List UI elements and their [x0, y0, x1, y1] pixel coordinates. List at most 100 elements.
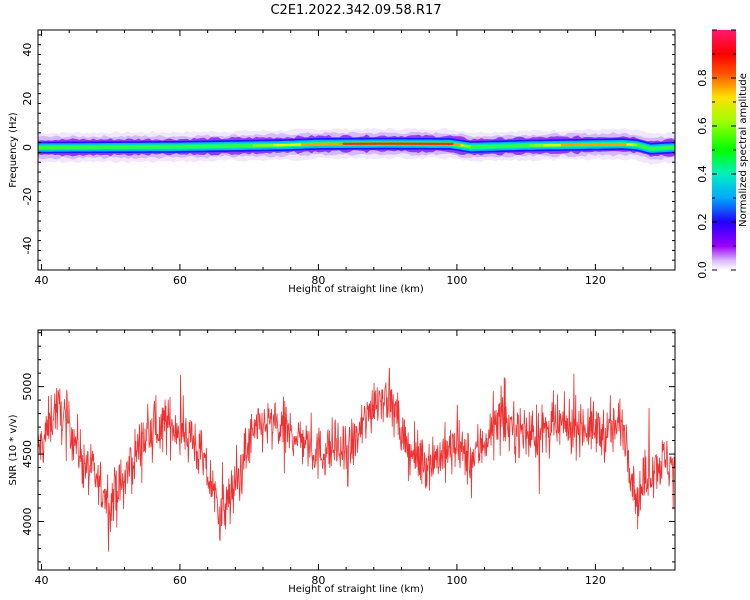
snr-line — [38, 367, 675, 552]
colorbar-ticks: 0.0 0.2 0.4 0.6 0.8 — [696, 29, 736, 279]
spectrogram-peak-cell — [436, 142, 440, 145]
spectrogram-peak-cell — [425, 142, 430, 145]
spectrogram-peak-cell — [588, 143, 593, 146]
spectrogram-peak-cell — [308, 143, 312, 146]
spectrogram-peak-cell — [574, 143, 579, 146]
spectrogram-peak-cell — [546, 144, 551, 147]
spectrogram-peak-cell — [543, 144, 548, 147]
spectrogram-peak-cell — [346, 142, 350, 145]
spectrogram-peak-cell — [252, 144, 257, 147]
spectrogram-peak-cell — [353, 142, 357, 145]
spectrogram-peak-cell — [626, 143, 631, 146]
top-y-tick-label: 0 — [21, 144, 34, 151]
spectrogram-peak-cell — [311, 143, 316, 146]
colorbar-tick-label: 0.2 — [696, 213, 709, 231]
top-y-tick-label: -20 — [21, 188, 34, 206]
spectrogram-peak-cell — [584, 143, 589, 146]
spectrogram-peak-cell — [564, 143, 569, 147]
spectrogram-peak-cell — [533, 144, 537, 147]
spectrogram-peak-cell — [456, 143, 461, 147]
spectrogram-peak-cell — [411, 142, 416, 145]
top-panel: 40 60 80 100 120 40 20 0 -20 -40 Height of strai… — [8, 29, 676, 295]
spectrogram-peak-cell — [276, 144, 281, 147]
spectrogram-peak-cell — [581, 143, 586, 146]
spectrogram-peak-cell — [567, 143, 572, 147]
spectrogram-layer — [38, 140, 675, 152]
top-x-tick-label: 60 — [173, 274, 187, 287]
top-y-tick-label: -40 — [21, 237, 34, 255]
colorbar: 0.0 0.2 0.4 0.6 0.8 Normalized spectral ampl… — [696, 29, 749, 279]
spectrogram-peak-cell — [387, 142, 392, 145]
spectrogram-peak-cell — [356, 142, 361, 145]
bottom-x-tick-label: 100 — [446, 574, 467, 587]
spectrogram-peak-cell — [619, 143, 624, 146]
spectrogram-peak-cell — [256, 144, 260, 147]
top-x-tick-label: 100 — [446, 274, 467, 287]
spectrogram-peak-cell — [463, 144, 468, 148]
top-panel-frame — [37, 29, 676, 271]
spectrogram-peak-cell — [394, 142, 399, 145]
top-x-tick-label: 120 — [585, 274, 606, 287]
spectrogram-peak-cell — [595, 143, 600, 146]
figure-title: C2E1.2022.342.09.58.R17 — [270, 3, 441, 18]
spectrogram-peak-cell — [283, 144, 288, 147]
spectrogram-peak-cell — [314, 142, 319, 146]
bottom-x-ticks: 40 60 80 100 120 — [34, 330, 652, 587]
bottom-x-tick-label: 60 — [173, 574, 187, 587]
spectrogram-peak-cell — [335, 142, 340, 145]
spectrogram-peak-cell — [605, 143, 610, 146]
spectrogram-peak-cell — [591, 143, 596, 146]
spectrogram-peak-cell — [550, 144, 555, 147]
spectrogram-peak-cell — [553, 144, 558, 147]
snr-series — [38, 367, 675, 552]
spectrogram-peak-cell — [623, 143, 627, 146]
bottom-y-tick-label: 5000 — [21, 373, 34, 401]
spectrogram-peak-cell — [297, 143, 302, 146]
spectrogram-peak-cell — [616, 143, 621, 146]
top-x-tick-label: 40 — [34, 274, 48, 287]
spectrogram-peak-cell — [404, 142, 409, 145]
top-y-tick-label: 40 — [21, 43, 34, 57]
spectrogram-peak-cell — [263, 144, 267, 147]
spectrogram-peak-cell — [370, 142, 375, 145]
spectrogram-peak-cell — [373, 142, 378, 145]
spectrogram-peak-cell — [339, 142, 344, 145]
bottom-y-ticks: 4000 4500 5000 — [21, 332, 675, 563]
bottom-x-tick-label: 120 — [585, 574, 606, 587]
spectrogram-peak-cell — [598, 143, 603, 146]
spectrogram-peak-cell — [290, 143, 295, 146]
spectrogram-peak-cell — [398, 142, 402, 145]
spectrogram-peak-cell — [391, 142, 395, 145]
spectrogram-peak-cell — [363, 142, 368, 145]
spectrogram-peak-cell — [342, 142, 347, 145]
spectrogram-peak-cell — [287, 143, 292, 147]
spectrogram-peak-cell — [384, 142, 389, 145]
spectrogram-peak-cell — [560, 143, 565, 147]
spectrogram-peak-cell — [578, 143, 582, 146]
bottom-panel-frame — [37, 329, 676, 571]
top-x-tick-label: 80 — [311, 274, 325, 287]
spectrogram-peak-cell — [429, 142, 434, 145]
spectrogram-peak-cell — [401, 142, 406, 145]
colorbar-tick-label: 0.8 — [696, 69, 709, 87]
spectrogram-peak-cell — [325, 142, 330, 145]
spectrogram-peak-cell — [321, 142, 326, 145]
spectrogram-peak-cell — [408, 142, 413, 145]
top-x-axis-label: Height of straight line (km) — [288, 284, 424, 295]
spectrogram-peak-cell — [460, 144, 465, 147]
top-y-ticks: 40 20 0 -20 -40 — [21, 34, 675, 271]
top-y-tick-label: 20 — [21, 92, 34, 106]
colorbar-tick-label: 0.6 — [696, 117, 709, 135]
spectrogram-peak-cell — [612, 143, 617, 146]
spectrogram-peak-cell — [269, 144, 274, 147]
spectrogram-peak-cell — [449, 142, 454, 145]
spectrogram-peak-cell — [318, 142, 323, 145]
colorbar-gradient — [712, 30, 736, 270]
spectrogram-peak-cell — [443, 142, 447, 145]
spectrogram-peak-cell — [273, 144, 278, 147]
spectrogram-peak-cell — [304, 143, 309, 146]
spectrogram-peak-cell — [602, 143, 607, 146]
spectrogram-peak-cell — [349, 142, 354, 145]
spectrogram-peak-cell — [359, 142, 364, 145]
